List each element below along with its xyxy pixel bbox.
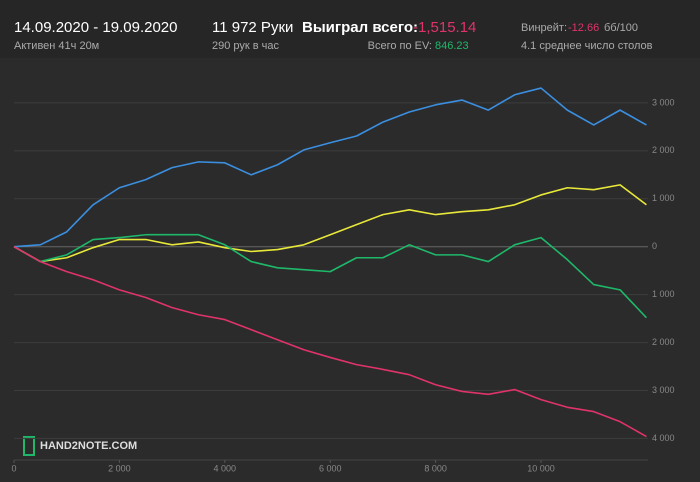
y-tick-label: 3 000 <box>652 385 675 395</box>
tables: 4.1 среднее число столов <box>521 40 653 52</box>
winrate-unit: бб/100 <box>604 22 638 34</box>
x-tick-label: 10 000 <box>527 463 555 473</box>
x-tick-label: 4 000 <box>214 463 237 473</box>
y-tick-label: 1 000 <box>652 193 675 203</box>
x-tick-label: 6 000 <box>319 463 342 473</box>
ev-value: 846.23 <box>435 40 469 52</box>
logo: HAND2NOTE.COM <box>40 440 137 452</box>
y-tick-label: 0 <box>652 241 657 251</box>
hands-per-hour: 290 рук в час <box>212 40 280 52</box>
series-line <box>13 246 647 438</box>
y-tick-label: 3 000 <box>652 97 675 107</box>
header-bg <box>0 0 700 58</box>
x-tick-label: 0 <box>11 463 16 473</box>
x-tick-label: 8 000 <box>424 463 447 473</box>
won-value: -1,515.14 <box>413 19 476 36</box>
y-tick-label: 1 000 <box>652 289 675 299</box>
ev-label: Всего по EV: <box>368 40 432 52</box>
hands: 11 972 Руки <box>212 19 293 36</box>
winrate-label: Винрейт: <box>521 22 567 34</box>
x-tick-label: 2 000 <box>108 463 131 473</box>
y-tick-label: 2 000 <box>652 337 675 347</box>
series-line <box>13 184 647 263</box>
won-label: Выиграл всего: <box>302 19 418 36</box>
dates: 14.09.2020 - 19.09.2020 <box>14 19 177 36</box>
logo-icon <box>23 436 35 456</box>
y-tick-label: 4 000 <box>652 433 675 443</box>
winrate-value: -12.66 <box>568 22 599 34</box>
series-line <box>13 87 647 248</box>
y-tick-label: 2 000 <box>652 145 675 155</box>
active: Активен 41ч 20м <box>14 40 99 52</box>
series-line <box>13 233 647 319</box>
